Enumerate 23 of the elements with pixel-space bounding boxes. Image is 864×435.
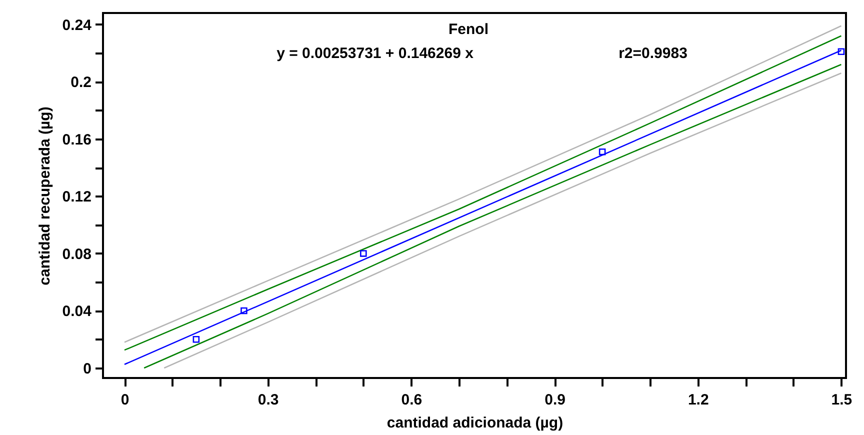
x-axis-title: cantidad adicionada (µg) bbox=[386, 414, 564, 432]
y-tick-label: 0 bbox=[83, 360, 92, 378]
annotation: y = 0.00253731 + 0.146269 x bbox=[276, 45, 474, 62]
y-tick-label: 0.2 bbox=[70, 74, 92, 92]
y-tick-label: 0.12 bbox=[62, 188, 92, 206]
y-tick-label: 0.24 bbox=[62, 16, 92, 34]
point bbox=[598, 148, 606, 156]
x-tick-label: 0.3 bbox=[258, 392, 279, 408]
x-tick-label: 0.6 bbox=[401, 392, 422, 408]
point bbox=[240, 307, 248, 314]
annotation: r2=0.9983 bbox=[618, 45, 688, 62]
y-tick-label: 0.08 bbox=[62, 246, 92, 263]
x-tick-label: 1.2 bbox=[688, 392, 709, 408]
y-tick-label: 0.16 bbox=[62, 131, 92, 148]
x-tick-label: 0 bbox=[120, 392, 130, 408]
point bbox=[192, 336, 200, 343]
text: Fenol bbox=[448, 21, 488, 38]
point bbox=[360, 250, 367, 257]
x-tick-label: 0.9 bbox=[544, 392, 566, 408]
y-axis-title: cantidad recuperada (µg) bbox=[36, 106, 54, 286]
x-tick-label: 1.5 bbox=[831, 392, 852, 408]
point bbox=[838, 48, 845, 56]
y-tick-label: 0.04 bbox=[62, 303, 92, 320]
